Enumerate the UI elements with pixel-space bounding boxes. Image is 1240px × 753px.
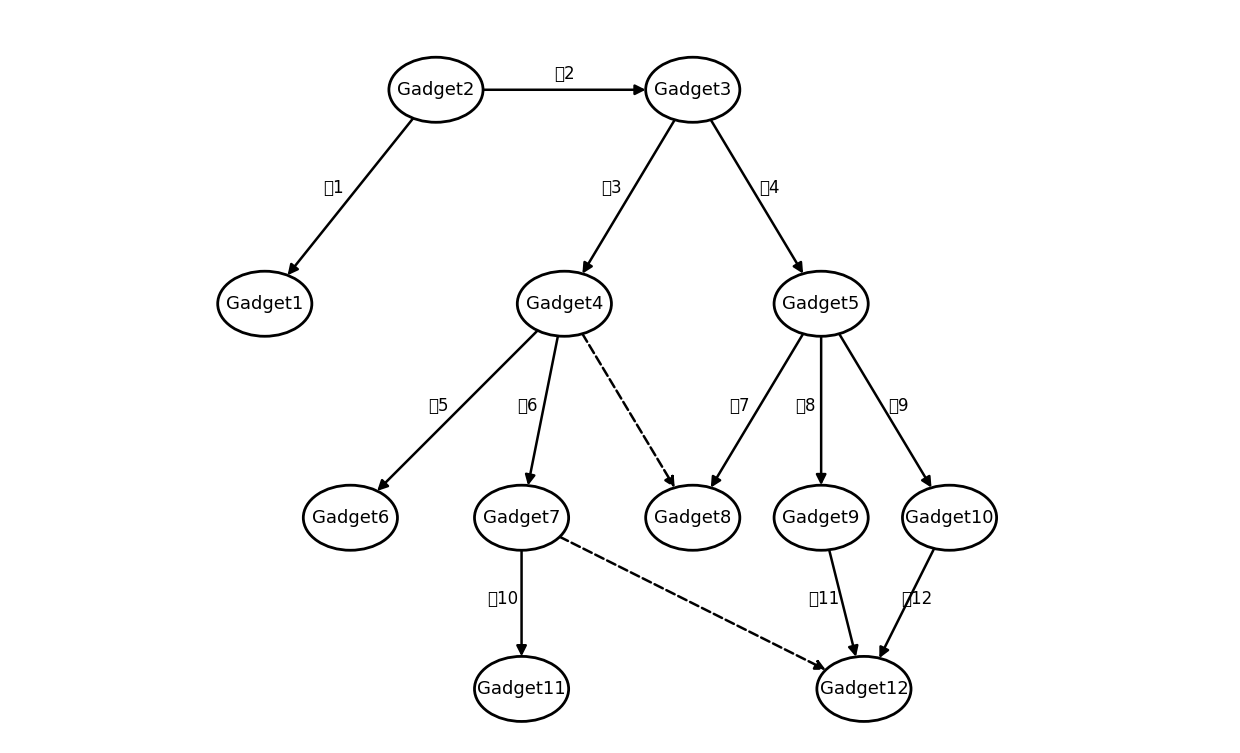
FancyArrowPatch shape [484, 86, 642, 94]
Ellipse shape [817, 657, 911, 721]
Text: Gadget9: Gadget9 [782, 509, 859, 527]
Text: 边1: 边1 [322, 179, 343, 197]
Text: 边8: 边8 [796, 398, 816, 416]
Ellipse shape [304, 485, 398, 550]
Ellipse shape [646, 485, 740, 550]
Ellipse shape [774, 271, 868, 337]
FancyArrowPatch shape [289, 118, 413, 273]
Text: 边5: 边5 [428, 398, 449, 416]
Text: 边6: 边6 [517, 398, 538, 416]
Text: 边2: 边2 [554, 66, 574, 84]
Text: 边3: 边3 [601, 179, 621, 197]
FancyArrowPatch shape [584, 120, 675, 271]
FancyArrowPatch shape [711, 120, 802, 271]
Ellipse shape [389, 57, 484, 122]
Text: 边4: 边4 [760, 179, 780, 197]
Text: Gadget4: Gadget4 [526, 294, 603, 312]
Ellipse shape [218, 271, 312, 337]
FancyArrowPatch shape [817, 337, 826, 483]
Text: 边12: 边12 [901, 590, 932, 608]
FancyArrowPatch shape [517, 550, 526, 654]
FancyArrowPatch shape [712, 334, 804, 485]
Ellipse shape [517, 271, 611, 337]
Text: Gadget8: Gadget8 [655, 509, 732, 527]
Text: 边7: 边7 [729, 398, 750, 416]
Text: Gadget5: Gadget5 [782, 294, 859, 312]
Text: Gadget11: Gadget11 [477, 680, 565, 698]
FancyArrowPatch shape [559, 537, 823, 669]
FancyArrowPatch shape [880, 548, 934, 656]
Ellipse shape [646, 57, 740, 122]
Text: Gadget2: Gadget2 [397, 81, 475, 99]
Ellipse shape [903, 485, 997, 550]
Ellipse shape [475, 485, 569, 550]
Text: Gadget1: Gadget1 [226, 294, 304, 312]
FancyArrowPatch shape [583, 334, 673, 485]
Text: 边10: 边10 [487, 590, 518, 608]
Ellipse shape [475, 657, 569, 721]
Text: 边11: 边11 [808, 590, 839, 608]
Text: Gadget6: Gadget6 [311, 509, 389, 527]
Text: Gadget7: Gadget7 [482, 509, 560, 527]
Ellipse shape [774, 485, 868, 550]
FancyArrowPatch shape [379, 331, 538, 489]
Text: Gadget3: Gadget3 [653, 81, 732, 99]
FancyArrowPatch shape [839, 334, 930, 485]
FancyArrowPatch shape [526, 336, 558, 483]
Text: 边9: 边9 [888, 398, 909, 416]
Text: Gadget10: Gadget10 [905, 509, 993, 527]
FancyArrowPatch shape [830, 550, 857, 654]
Text: Gadget12: Gadget12 [820, 680, 909, 698]
